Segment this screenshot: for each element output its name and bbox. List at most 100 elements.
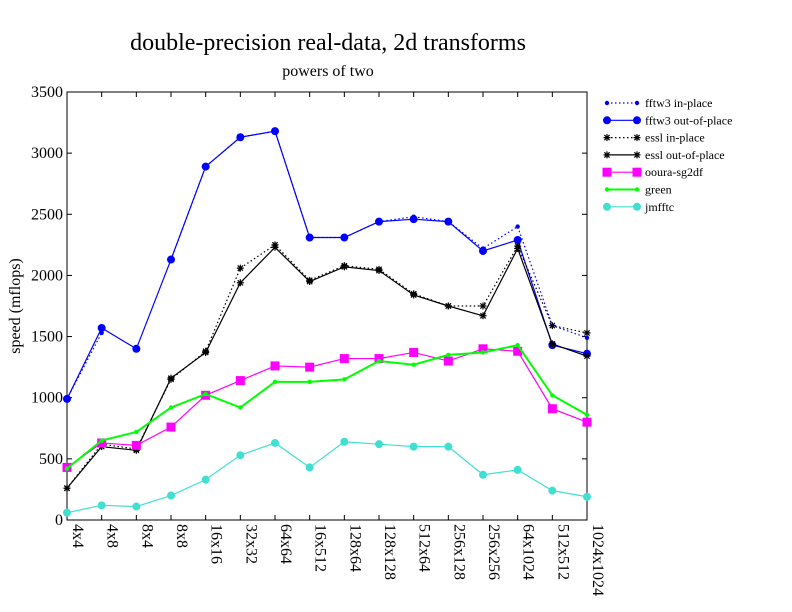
data-point xyxy=(583,329,591,337)
data-point xyxy=(409,442,418,451)
data-point xyxy=(132,344,141,353)
legend-label: fftw3 in-place xyxy=(645,96,712,110)
data-point xyxy=(446,352,451,358)
data-point xyxy=(272,379,278,385)
legend-label: jmfftc xyxy=(644,200,674,214)
data-point xyxy=(513,346,523,356)
data-point xyxy=(166,422,176,432)
data-point xyxy=(235,376,245,386)
data-point xyxy=(270,361,280,371)
chart-title: double-precision real-data, 2d transform… xyxy=(130,30,526,56)
series-line xyxy=(66,244,588,489)
y-tick-label: 2000 xyxy=(31,267,63,284)
data-point xyxy=(236,279,244,287)
data-point xyxy=(167,374,175,382)
data-point xyxy=(443,356,453,366)
data-point xyxy=(548,322,556,330)
x-tick-label: 256x256 xyxy=(485,524,502,580)
legend-item: jmfftc xyxy=(603,200,674,214)
legend-item: essl in-place xyxy=(603,131,705,145)
data-point xyxy=(236,264,244,272)
legend-label: fftw3 out-of-place xyxy=(645,113,732,127)
data-point xyxy=(582,417,592,427)
data-point xyxy=(583,352,591,360)
data-point xyxy=(201,475,210,484)
data-point xyxy=(583,492,591,501)
data-point xyxy=(201,162,210,171)
legend-marker xyxy=(603,202,611,211)
x-tick-label: 8x4 xyxy=(138,524,155,548)
series-green xyxy=(64,342,590,471)
data-point xyxy=(375,440,383,449)
legend-marker xyxy=(603,134,611,142)
y-tick-label: 2500 xyxy=(31,206,63,223)
data-point xyxy=(513,465,522,474)
data-point xyxy=(444,217,453,226)
series-essl-out-of-place xyxy=(63,243,591,492)
legend: fftw3 in-place fftw3 out-of-place essl in-… xyxy=(602,96,732,214)
data-point xyxy=(63,394,71,403)
legend-label: green xyxy=(645,183,672,197)
data-point xyxy=(444,442,453,451)
data-point xyxy=(479,302,487,310)
data-point xyxy=(479,246,487,255)
plot-frame xyxy=(66,91,588,521)
data-point xyxy=(203,391,208,397)
x-tick-label: 128x64 xyxy=(346,524,363,572)
data-point xyxy=(97,501,106,510)
data-point xyxy=(236,133,245,142)
data-point xyxy=(515,342,520,348)
data-point xyxy=(167,491,175,500)
data-point xyxy=(271,243,279,251)
legend-marker xyxy=(604,100,610,106)
data-point xyxy=(342,377,347,382)
legend-item: ooura-sg2df xyxy=(602,165,703,179)
y-tick-label: 0 xyxy=(55,512,63,529)
data-point xyxy=(63,484,71,492)
x-tick-label: 16x512 xyxy=(312,524,329,572)
data-point xyxy=(307,379,312,385)
x-tick-label: 512x64 xyxy=(416,524,433,572)
legend-label: ooura-sg2df xyxy=(645,165,703,179)
data-point xyxy=(410,291,418,299)
x-axis: 4x4 4x8 8x4 8x8 16x16 32x32 64x64 16x512 128x64 1… xyxy=(66,92,606,596)
data-point xyxy=(306,278,314,286)
data-point xyxy=(131,440,141,450)
data-point xyxy=(547,404,557,414)
data-point xyxy=(514,245,522,253)
data-point xyxy=(305,233,314,242)
data-point xyxy=(236,451,245,460)
data-point xyxy=(479,470,487,479)
legend-marker xyxy=(603,151,611,159)
legend-marker xyxy=(632,167,642,177)
data-point xyxy=(97,438,107,448)
data-point xyxy=(479,312,487,320)
y-tick-label: 1500 xyxy=(31,329,63,346)
data-point xyxy=(444,302,452,310)
data-point xyxy=(271,438,279,447)
data-point xyxy=(548,340,556,348)
data-point xyxy=(99,438,104,443)
series-fftw3-out-of-place xyxy=(63,127,591,403)
data-point xyxy=(132,446,140,454)
legend-label: essl out-of-place xyxy=(645,148,725,162)
y-tick-label: 3000 xyxy=(31,145,63,162)
y-axis-label: speed (mflops) xyxy=(7,258,24,354)
x-tick-label: 32x32 xyxy=(242,524,259,564)
data-point xyxy=(238,405,243,410)
x-tick-label: 512x512 xyxy=(554,524,571,580)
legend-marker xyxy=(634,187,640,192)
x-tick-label: 1024x1024 xyxy=(589,524,606,596)
series-line xyxy=(66,246,588,489)
data-point xyxy=(411,362,416,367)
data-point xyxy=(550,393,555,398)
data-point xyxy=(374,354,384,364)
data-point xyxy=(97,324,106,333)
y-axis: 0 500 1000 1500 2000 2500 3000 3500 xyxy=(31,84,587,529)
data-point xyxy=(375,267,383,275)
x-tick-label: 4x4 xyxy=(69,524,86,548)
data-point xyxy=(340,233,349,242)
x-tick-label: 16x16 xyxy=(208,524,225,564)
data-point xyxy=(375,217,383,226)
